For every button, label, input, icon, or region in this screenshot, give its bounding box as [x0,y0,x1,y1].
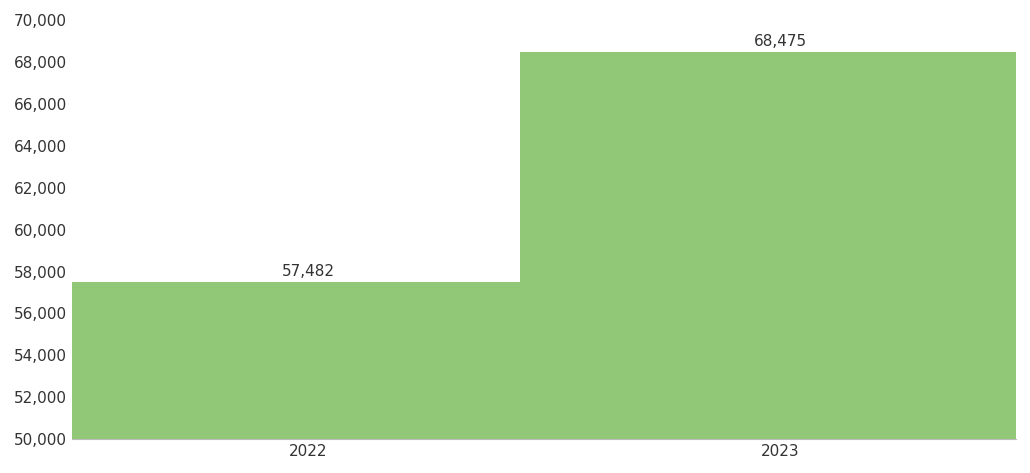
Text: 68,475: 68,475 [754,34,806,49]
Bar [520,52,1030,473]
Bar [48,282,568,473]
Text: 57,482: 57,482 [281,264,335,279]
